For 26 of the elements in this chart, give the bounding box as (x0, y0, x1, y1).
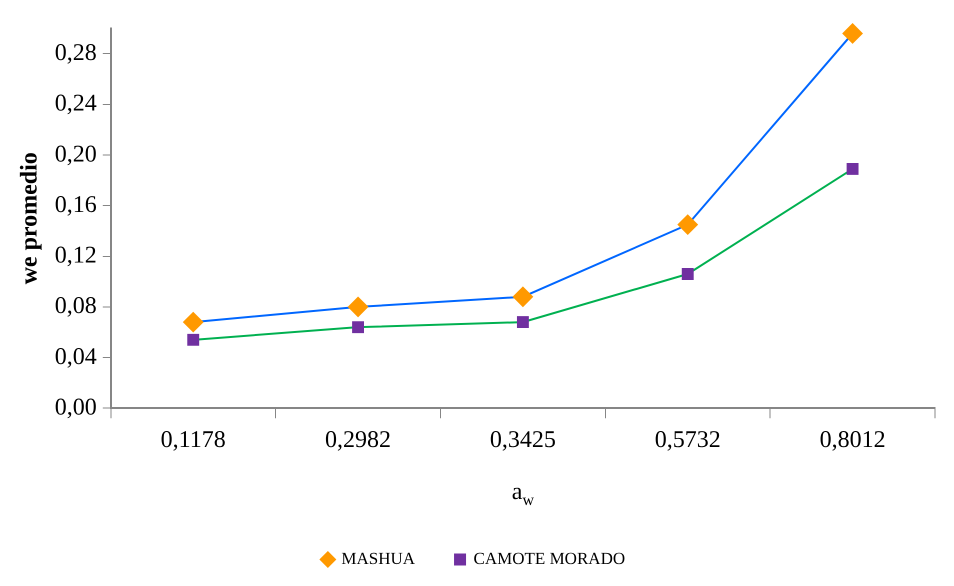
point (348, 296, 368, 317)
point (846, 162, 859, 175)
y-tick-label: 0,08 (54, 293, 97, 320)
x-tick-label: 0,5732 (654, 426, 721, 453)
legend-label: MASHUA (341, 548, 416, 568)
x-tick-label: 0,3425 (490, 426, 556, 453)
point (516, 316, 529, 328)
x-tick-label: 0,1178 (160, 426, 226, 453)
point (678, 214, 698, 235)
point (352, 321, 364, 334)
point (512, 286, 533, 307)
y-tick-label: 0,28 (54, 40, 97, 66)
point (183, 312, 204, 332)
x-tick-label: 0,8012 (820, 426, 886, 453)
y-tick-label: 0,12 (54, 242, 97, 269)
point (187, 334, 200, 346)
y-tick-label: 0,24 (54, 90, 97, 117)
point (842, 23, 863, 44)
y-axis-title: we promedio (16, 152, 43, 284)
x-tick-label: 0,2982 (325, 426, 392, 453)
y-tick-label: 0,20 (54, 141, 97, 168)
y-tick-label: 0,16 (54, 192, 97, 218)
legend-label: CAMOTE MORADO (474, 548, 626, 568)
y-tick-label: 0,00 (54, 394, 97, 420)
y-tick-label: 0,04 (54, 344, 97, 370)
point (682, 268, 694, 280)
